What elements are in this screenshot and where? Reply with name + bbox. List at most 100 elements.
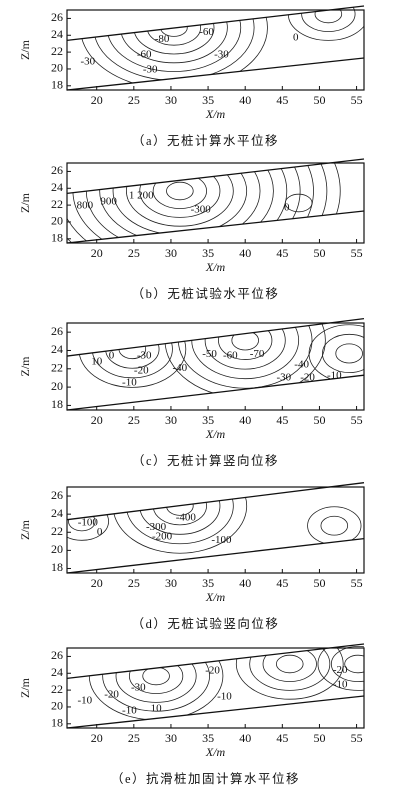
x-tick-label: 40 (239, 246, 251, 260)
x-tick-label: 20 (91, 731, 103, 745)
slope-surface (66, 158, 365, 195)
x-axis-label: X/m (205, 260, 226, 274)
x-tick-label: 45 (276, 246, 288, 260)
x-tick-label: 45 (276, 731, 288, 745)
contour-line (166, 181, 194, 201)
slope-base (66, 537, 365, 574)
y-tick-label: 22 (51, 524, 63, 538)
contour-label: -10 (77, 694, 92, 706)
contour-line (262, 646, 317, 683)
contour-line (235, 644, 344, 700)
y-tick-label: 26 (51, 488, 63, 502)
x-tick-label: 55 (351, 731, 363, 745)
plot-frame (66, 322, 365, 411)
contour-label: 0 (97, 526, 103, 538)
x-tick-label: 40 (239, 576, 251, 590)
y-tick-label: 18 (51, 231, 63, 245)
caption: （d）无桩试验竖向位移 (132, 616, 280, 631)
x-tick-label: 50 (313, 246, 325, 260)
x-tick-label: 30 (165, 413, 177, 427)
caption: （b）无桩试验水平位移 (132, 286, 280, 301)
contour-label: -30 (137, 350, 152, 362)
contour-label: -10 (327, 370, 342, 382)
panel: 20 25 30 35 40 45 50 55 18 20 22 24 26 X/m Z/m -20 -30 -2… (18, 643, 365, 786)
x-tick-label: 50 (313, 93, 325, 107)
x-axis-label: X/m (205, 427, 226, 441)
contour-label: 0 (293, 32, 299, 44)
contour-label: 10 (151, 702, 163, 714)
slope-base (66, 210, 365, 244)
y-tick-label: 22 (51, 197, 63, 211)
x-tick-label: 20 (91, 93, 103, 107)
y-tick-label: 24 (51, 506, 63, 520)
contour-line (91, 319, 173, 379)
y-axis-label: Z/m (18, 356, 32, 377)
contour-label: -100 (211, 534, 232, 546)
x-tick-label: 25 (128, 246, 140, 260)
y-tick-label: 26 (51, 324, 63, 338)
y-axis-label: Z/m (18, 192, 32, 213)
caption: （e）抗滑桩加固计算水平位移 (111, 771, 300, 786)
y-tick-label: 22 (51, 44, 63, 58)
y-tick-label: 18 (51, 560, 63, 574)
contour-line (204, 318, 286, 370)
x-tick-label: 40 (239, 413, 251, 427)
contour-label: -30 (276, 371, 291, 383)
contour-line (320, 515, 349, 536)
x-tick-label: 50 (313, 576, 325, 590)
contour-line (322, 333, 364, 373)
contours (67, 482, 362, 554)
plot-frame (66, 162, 365, 244)
y-tick-label: 26 (51, 163, 63, 177)
y-axis-label: Z/m (18, 39, 32, 60)
contour-line (335, 343, 363, 364)
contour-label: -60 (137, 48, 152, 60)
panel: 20 25 30 35 40 45 50 55 18 20 22 24 26 X/m Z/m 1 200 900… (18, 158, 365, 301)
contour-label: -80 (155, 33, 170, 45)
contour-label: -300 (146, 521, 167, 533)
contour-line (85, 159, 274, 243)
contour-label: 0 (109, 350, 115, 362)
x-tick-label: 50 (313, 731, 325, 745)
contour-label: 0 (284, 201, 290, 213)
y-tick-label: 22 (51, 682, 63, 696)
contour-line (142, 666, 170, 686)
y-tick-label: 24 (51, 180, 63, 194)
x-tick-label: 40 (239, 93, 251, 107)
x-tick-label: 40 (239, 731, 251, 745)
contour-line (106, 6, 242, 73)
contour-label: 1 200 (129, 189, 154, 201)
x-axis-label: X/m (205, 107, 226, 121)
contour-label: -20 (205, 665, 220, 677)
y-tick-label: 18 (51, 716, 63, 730)
plot-frame (66, 647, 365, 729)
y-axis-label: Z/m (18, 677, 32, 698)
x-tick-label: 25 (128, 93, 140, 107)
contour-line (314, 6, 343, 24)
contour-line (177, 318, 313, 389)
y-tick-label: 24 (51, 27, 63, 41)
contour-label: -30 (80, 56, 95, 68)
x-axis-label: X/m (205, 590, 226, 604)
contour-label: -10 (217, 690, 232, 702)
contour-label: -20 (300, 371, 315, 383)
contour-label: 800 (77, 200, 94, 212)
caption: （a）无桩计算水平位移 (132, 133, 279, 148)
slope-base (66, 374, 365, 411)
contour-label: -50 (202, 348, 217, 360)
contour-label: -40 (173, 362, 188, 374)
contour-line (344, 654, 364, 674)
contour-line (79, 6, 268, 90)
contour-label: -10 (122, 377, 137, 389)
contour-label: -60 (223, 350, 238, 362)
slope-surface (66, 643, 365, 680)
x-tick-label: 25 (128, 731, 140, 745)
slope-surface (66, 318, 365, 357)
contour-line (126, 159, 234, 227)
x-tick-label: 50 (313, 413, 325, 427)
y-tick-label: 20 (51, 379, 63, 393)
contour-line (301, 6, 356, 33)
y-tick-label: 20 (51, 542, 63, 556)
